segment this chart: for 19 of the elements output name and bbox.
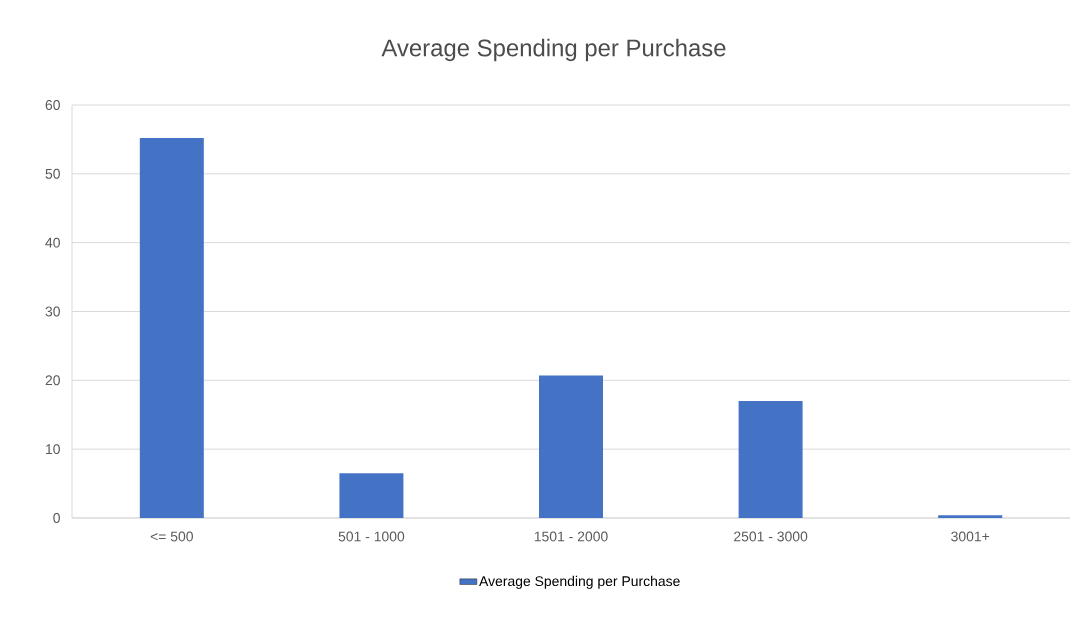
x-tick-label: 1501 - 2000 bbox=[534, 531, 608, 542]
bar bbox=[339, 473, 404, 518]
y-tick-label: 10 bbox=[46, 444, 60, 455]
bar bbox=[938, 515, 1003, 518]
legend-label: Average Spending per Purchase bbox=[479, 575, 680, 589]
y-tick-label: 40 bbox=[45, 237, 60, 248]
bar bbox=[738, 400, 803, 518]
y-tick-label: 0 bbox=[53, 513, 60, 523]
bar bbox=[139, 138, 204, 518]
x-tick-label: 2501 - 3000 bbox=[734, 531, 808, 542]
x-tick-label: 501 - 1000 bbox=[338, 531, 405, 542]
y-tick-label: 60 bbox=[45, 100, 60, 110]
chart-title: Average Spending per Purchase bbox=[381, 38, 726, 62]
y-tick-label: 50 bbox=[45, 168, 60, 179]
y-tick-label: 20 bbox=[45, 375, 60, 386]
bar bbox=[539, 375, 604, 518]
x-tick-label: 3001+ bbox=[951, 531, 990, 542]
x-tick-label: <= 500 bbox=[150, 531, 193, 542]
y-tick-label: 30 bbox=[45, 306, 60, 317]
